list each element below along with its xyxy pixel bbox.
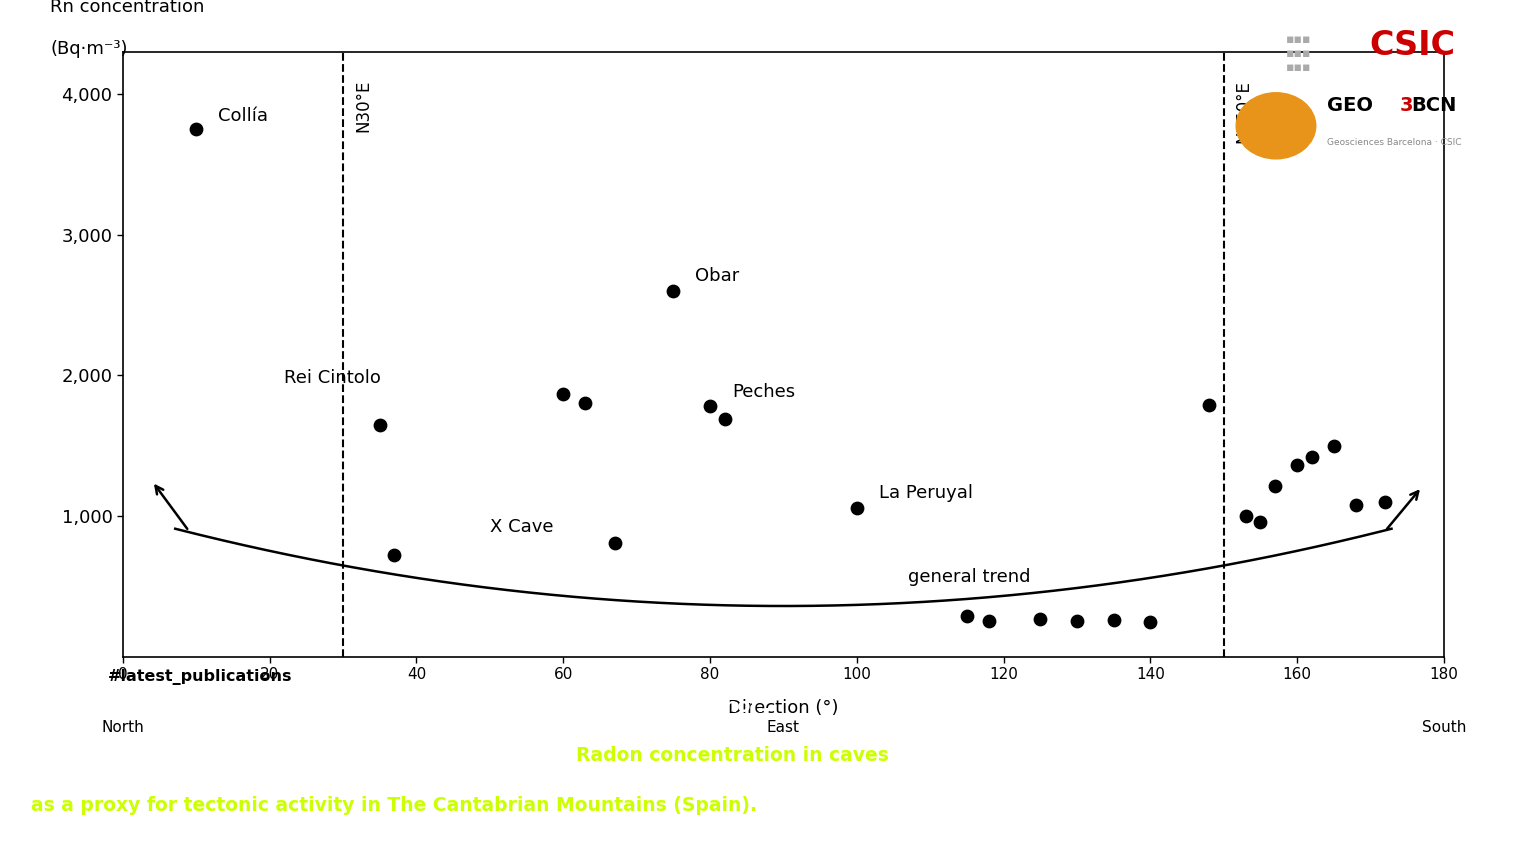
Text: 3: 3 [1399, 97, 1413, 116]
Text: (Bq·m⁻³): (Bq·m⁻³) [51, 40, 127, 58]
Point [1197, 398, 1221, 412]
Text: Rei Cintolo: Rei Cintolo [284, 369, 381, 386]
Point [1344, 498, 1369, 511]
Point [660, 284, 685, 298]
Text: CSIC: CSIC [1370, 29, 1456, 62]
Point [1249, 515, 1273, 529]
Point [1284, 459, 1309, 473]
Text: BCN: BCN [1412, 97, 1456, 116]
Text: La Peruyal: La Peruyal [879, 484, 972, 502]
Text: X Cave: X Cave [490, 518, 553, 536]
Point [184, 123, 209, 137]
Point [367, 417, 392, 431]
Point [954, 609, 978, 623]
Point [977, 614, 1001, 628]
Point [573, 397, 598, 410]
Text: East: East [766, 720, 800, 735]
Text: GEO: GEO [1327, 97, 1373, 116]
Text: Obar: Obar [696, 267, 739, 285]
Text: N30°E: N30°E [353, 80, 372, 132]
Text: South: South [1427, 807, 1479, 825]
Text: Carsologica.: Carsologica. [31, 845, 160, 864]
Point [382, 549, 407, 562]
Text: Rn concentration: Rn concentration [51, 0, 204, 16]
Text: Peches: Peches [733, 383, 796, 401]
Point [1263, 480, 1287, 493]
Point [845, 500, 869, 514]
Point [1101, 613, 1126, 627]
Point [1299, 450, 1324, 464]
Point [697, 399, 722, 413]
Text: Sainz C., Quindós L., & DeFelipe I. (2021).: Sainz C., Quindós L., & DeFelipe I. (202… [31, 746, 479, 766]
Text: as a proxy for tectonic activity in The Cantabrian Mountains (Spain).: as a proxy for tectonic activity in The … [31, 796, 757, 815]
Point [1028, 613, 1052, 626]
Point [1064, 614, 1089, 628]
Text: #latest_publications: #latest_publications [108, 669, 292, 684]
Text: ▪▪▪
▪▪▪
▪▪▪: ▪▪▪ ▪▪▪ ▪▪▪ [1286, 33, 1312, 74]
Text: Acta: Acta [919, 796, 972, 815]
Text: N150°E: N150°E [1235, 80, 1253, 143]
Text: Geosciences Barcelona · CSIC: Geosciences Barcelona · CSIC [1327, 137, 1462, 147]
Point [602, 536, 627, 550]
Text: Radon concentration in caves: Radon concentration in caves [576, 746, 889, 766]
Point [1373, 495, 1398, 509]
Text: South: South [1422, 720, 1465, 735]
Ellipse shape [1236, 92, 1316, 159]
Text: general trend: general trend [908, 569, 1031, 586]
Point [551, 387, 576, 401]
Text: Direction (°): Direction (°) [728, 699, 839, 717]
Text: Collía: Collía [218, 107, 269, 125]
Text: 180: 180 [1436, 740, 1470, 759]
Text: North: North [101, 720, 144, 735]
Point [1321, 439, 1346, 453]
Point [1233, 509, 1258, 523]
Point [713, 412, 737, 426]
Point [1138, 615, 1163, 629]
Text: Ballesteros D., Llana-Fúnez S., Meléndez-Asensio M., Fuente Merinol.,: Ballesteros D., Llana-Fúnez S., Meléndez… [31, 696, 771, 715]
